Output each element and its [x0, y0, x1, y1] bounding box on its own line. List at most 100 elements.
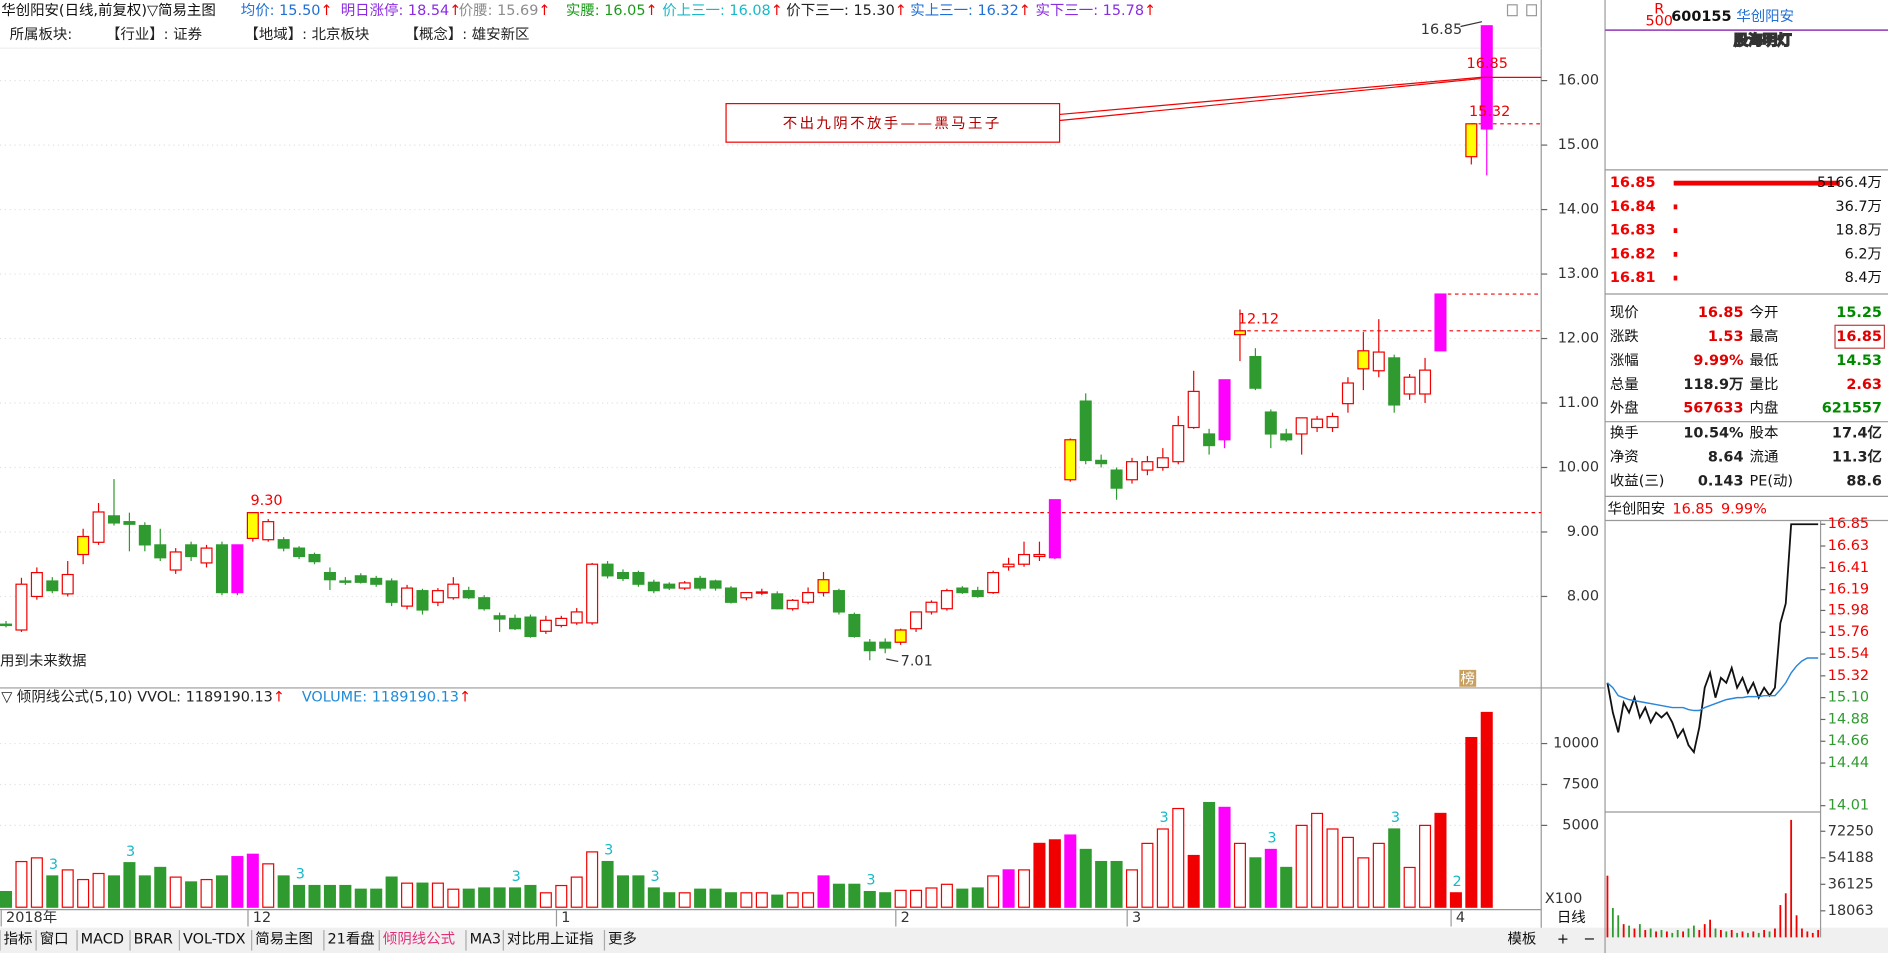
candle-body: [1233, 330, 1246, 336]
tab[interactable]: 模板: [1508, 930, 1537, 948]
volume-bar: [1403, 866, 1416, 908]
order-volume: 6.2万: [1845, 246, 1882, 262]
tab[interactable]: BRAR: [134, 932, 173, 948]
volume-bar: [431, 882, 444, 908]
volume-bar: [601, 860, 614, 908]
volume-bar: [724, 892, 737, 908]
candle-body: [169, 551, 182, 571]
candle-body: [431, 590, 444, 603]
label-pointer: [1460, 21, 1483, 28]
indicator-arrow: ↑: [320, 3, 332, 19]
candle-body: [1079, 400, 1092, 462]
volume-bar: [632, 875, 645, 908]
indicator-value: 实下三一: 15.78: [1036, 2, 1145, 19]
candle-body: [1141, 461, 1154, 471]
candle-body: [1002, 563, 1015, 568]
tab[interactable]: 简易主图: [255, 931, 313, 948]
stat-value: 8.64: [1708, 450, 1744, 466]
candle-body: [1357, 350, 1370, 370]
volume-bar: [61, 869, 74, 908]
volume-bar: [971, 887, 984, 908]
y-tick-label: 10.00: [1558, 459, 1599, 475]
candle-body: [1125, 461, 1139, 481]
note: 用到未来数据: [0, 652, 87, 669]
stock-code: 600155: [1671, 9, 1731, 25]
stat-label: 最高: [1750, 328, 1779, 345]
candle-body: [987, 572, 1000, 594]
volume-bar: [1125, 869, 1139, 908]
candle-body: [1311, 418, 1324, 429]
volume-bar: [832, 883, 845, 908]
tab[interactable]: 更多: [608, 931, 637, 948]
volume-bar: [1357, 857, 1370, 908]
volume-bar: [277, 875, 290, 908]
candle-body: [1280, 433, 1293, 441]
y-tick-label: 15.32: [1828, 668, 1869, 684]
volume-bar: [308, 884, 321, 908]
volume-mark: 3: [650, 869, 659, 885]
tab[interactable]: VOL-TDX: [183, 932, 246, 948]
indicator-value: 价腰: 15.69: [459, 3, 539, 19]
volume-bar: [509, 887, 522, 908]
zoom-out[interactable]: −: [1583, 932, 1595, 948]
annotation-text: 不出九阴不放手——黑马王子: [783, 115, 1002, 132]
volume-mark: 3: [866, 873, 875, 889]
y-tick-label: 16.63: [1828, 538, 1869, 554]
order-price: 16.85: [1610, 175, 1656, 191]
r-label: R: [1654, 2, 1664, 18]
volume-bar: [1465, 736, 1478, 908]
volume-bar: [1449, 892, 1462, 908]
y-tick-label: 12.00: [1558, 331, 1599, 347]
x-tick-label: 1: [561, 910, 570, 926]
tab[interactable]: MACD: [81, 932, 124, 948]
volume-bar: [107, 875, 121, 908]
annotation-box: [725, 103, 1061, 143]
point-label: 15.32: [1469, 104, 1510, 120]
volume-bar: [910, 889, 923, 908]
candle-body: [1341, 382, 1354, 405]
candle-body: [416, 590, 429, 611]
volume-bar: [987, 875, 1000, 908]
y-tick-label: 16.41: [1828, 560, 1869, 576]
candle-body: [308, 553, 321, 563]
candle-body: [185, 544, 198, 558]
candle-body: [92, 511, 105, 543]
tab[interactable]: 对比用上证指: [507, 931, 594, 948]
tab[interactable]: 窗口: [40, 930, 69, 948]
volume-bar: [1110, 860, 1123, 908]
zoom-in[interactable]: +: [1557, 932, 1569, 948]
volume-bar: [817, 875, 830, 908]
y-tick-label: 15.76: [1828, 624, 1869, 640]
indicator: 明日涨停: 18.54↑: [341, 2, 462, 19]
candle-body: [339, 580, 352, 583]
stock-name: 华创阳安: [1736, 8, 1794, 25]
volume-bar: [678, 892, 691, 908]
window-icon[interactable]: [1506, 4, 1518, 17]
tab[interactable]: MA3: [470, 932, 502, 948]
volume-bar: [385, 876, 398, 908]
period[interactable]: 日线: [1557, 909, 1586, 926]
tab[interactable]: 指标: [4, 931, 33, 948]
volume-bar: [1018, 869, 1031, 908]
tab[interactable]: 倾阴线公式: [383, 931, 455, 948]
volume-bar: [370, 888, 383, 908]
candle-body: [15, 583, 28, 631]
tab[interactable]: 21看盘: [328, 930, 375, 948]
candle-body: [215, 544, 228, 594]
volume-bar: [1249, 857, 1262, 908]
order-price: 16.81: [1610, 270, 1656, 286]
y-tick-label: 15.98: [1828, 602, 1869, 618]
candle-body: [524, 616, 537, 638]
volume-bar: [1419, 824, 1432, 908]
indicator-arrow: ↑: [771, 3, 783, 19]
intraday-header: 华创阳安 16.85 9.99%: [1607, 501, 1766, 518]
volume-mark: 3: [1267, 831, 1276, 847]
volume-mark: 3: [296, 867, 305, 883]
window-icon[interactable]: [1526, 4, 1538, 17]
x-tick-label: 12: [253, 910, 271, 926]
candle-body: [1203, 433, 1216, 447]
candle-body: [1465, 123, 1478, 158]
volume-bar: [15, 860, 28, 908]
y-tick-label: 10000: [1553, 736, 1599, 752]
stat-value: 16.85: [1698, 305, 1744, 321]
